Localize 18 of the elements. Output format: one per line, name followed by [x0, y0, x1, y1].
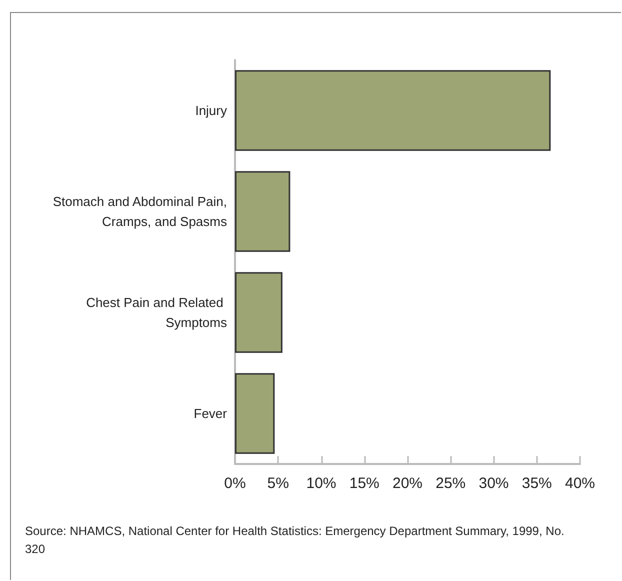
x-tick-label: 20% — [392, 475, 423, 492]
x-tick-label: 5% — [267, 475, 289, 492]
x-tick-label: 15% — [349, 475, 380, 492]
y-tick-label: Stomach and Abdominal Pain, Cramps, and Spasms — [52, 194, 228, 229]
x-tick-label: 10% — [306, 475, 336, 492]
x-tick-label: 40% — [564, 475, 596, 492]
bar — [235, 272, 282, 353]
bar — [235, 70, 551, 151]
x-tick-label: 30% — [478, 475, 509, 492]
y-tick-label: Chest Pain and Related Symptoms — [86, 295, 228, 330]
x-tick-label: 25% — [436, 475, 466, 492]
y-tick-label: Fever — [194, 406, 228, 421]
bar — [235, 373, 275, 454]
bar — [235, 171, 290, 252]
x-tick-label: 0% — [224, 475, 246, 492]
y-tick-label: Injury — [195, 103, 228, 118]
source-note: Source: NHAMCS, National Center for Health Statistics: Emergency Department Summary, 1999, No. 320 — [25, 523, 566, 558]
x-tick-label: 35% — [522, 475, 552, 492]
